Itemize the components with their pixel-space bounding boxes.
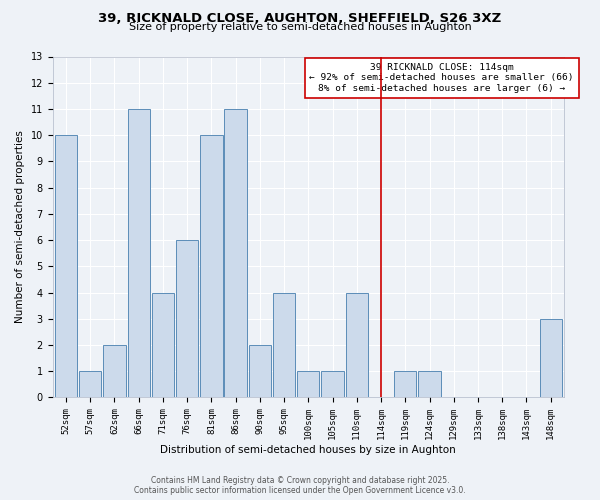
Text: 39 RICKNALD CLOSE: 114sqm
← 92% of semi-detached houses are smaller (66)
8% of s: 39 RICKNALD CLOSE: 114sqm ← 92% of semi-… <box>310 63 574 93</box>
Bar <box>273 292 295 398</box>
Bar <box>128 109 150 398</box>
Bar <box>176 240 199 398</box>
Bar <box>297 371 319 398</box>
Text: Contains HM Land Registry data © Crown copyright and database right 2025.
Contai: Contains HM Land Registry data © Crown c… <box>134 476 466 495</box>
Bar <box>200 135 223 398</box>
X-axis label: Distribution of semi-detached houses by size in Aughton: Distribution of semi-detached houses by … <box>160 445 456 455</box>
Bar <box>79 371 101 398</box>
Bar <box>152 292 174 398</box>
Bar <box>394 371 416 398</box>
Bar <box>103 345 125 398</box>
Bar <box>224 109 247 398</box>
Bar <box>55 135 77 398</box>
Bar <box>249 345 271 398</box>
Text: Size of property relative to semi-detached houses in Aughton: Size of property relative to semi-detach… <box>128 22 472 32</box>
Y-axis label: Number of semi-detached properties: Number of semi-detached properties <box>15 130 25 324</box>
Bar <box>322 371 344 398</box>
Text: 39, RICKNALD CLOSE, AUGHTON, SHEFFIELD, S26 3XZ: 39, RICKNALD CLOSE, AUGHTON, SHEFFIELD, … <box>98 12 502 26</box>
Bar <box>418 371 440 398</box>
Bar <box>539 319 562 398</box>
Bar <box>346 292 368 398</box>
